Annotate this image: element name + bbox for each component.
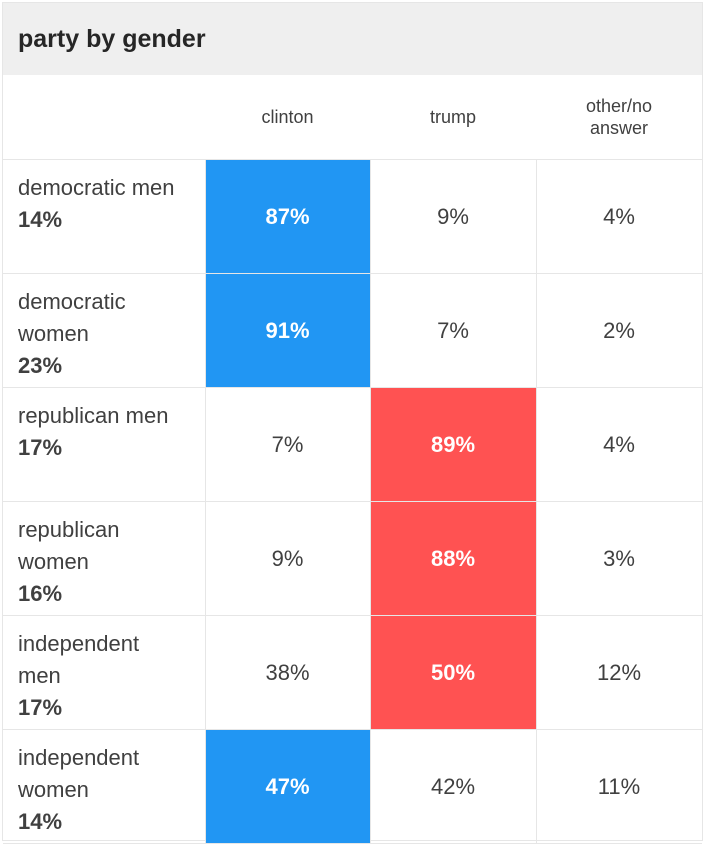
- row-group-share: 17%: [18, 695, 63, 720]
- row-group-share: 17%: [18, 435, 63, 460]
- value-cell-clinton: 38%: [265, 659, 310, 685]
- column-divider: [370, 502, 371, 615]
- column-divider: [205, 274, 206, 387]
- table-row: democratic women 23% 91% 7% 2%: [3, 274, 702, 388]
- table-row: republican women 16% 9% 88% 3%: [3, 502, 702, 616]
- value-cell-trump: 89%: [370, 388, 536, 501]
- row-label: republican men 17%: [18, 400, 198, 464]
- row-group-share: 16%: [18, 581, 63, 606]
- value-cell-clinton: 91%: [205, 274, 370, 387]
- value-cell-clinton: 7%: [271, 431, 304, 457]
- row-group-share: 14%: [18, 207, 63, 232]
- row-group-share: 14%: [18, 809, 63, 834]
- row-group-name: independent women: [18, 745, 140, 802]
- row-label: independent men 17%: [18, 628, 198, 724]
- chart-title: party by gender: [18, 24, 206, 53]
- row-label: democratic women 23%: [18, 286, 198, 382]
- column-divider: [536, 274, 537, 387]
- value-cell-other-no-answer: 12%: [596, 659, 642, 685]
- value-cell-trump: 9%: [437, 203, 469, 229]
- value-cell-other-no-answer: 2%: [603, 317, 635, 343]
- column-divider: [370, 274, 371, 387]
- column-divider: [205, 730, 206, 843]
- value-cell-clinton: 9%: [271, 545, 304, 571]
- value-cell-trump: 7%: [437, 317, 469, 343]
- column-divider: [205, 616, 206, 729]
- column-header-other-label: other/no answer: [585, 96, 653, 138]
- column-divider: [205, 388, 206, 501]
- column-divider: [536, 616, 537, 729]
- row-group-name: republican men: [18, 403, 169, 428]
- row-group-name: democratic men: [18, 175, 175, 200]
- row-group-name: independent men: [18, 631, 140, 688]
- column-header-clinton: clinton: [261, 107, 314, 127]
- value-cell-clinton: 87%: [205, 160, 370, 273]
- column-header-trump: trump: [429, 107, 476, 127]
- row-label: independent women 14%: [18, 742, 198, 838]
- column-divider: [370, 730, 371, 843]
- column-divider: [205, 160, 206, 273]
- value-cell-other-no-answer: 3%: [603, 545, 635, 571]
- column-divider: [536, 160, 537, 273]
- column-header-row: clinton trump other/no answer: [3, 75, 702, 160]
- row-label: republican women 16%: [18, 514, 198, 610]
- title-bar: party by gender: [3, 3, 702, 75]
- row-group-share: 23%: [18, 353, 63, 378]
- value-cell-trump: 42%: [430, 773, 476, 799]
- table-row: independent women 14% 47% 42% 11%: [3, 730, 702, 844]
- table-row: democratic men 14% 87% 9% 4%: [3, 160, 702, 274]
- value-cell-other-no-answer: 11%: [597, 773, 641, 799]
- column-divider: [370, 616, 371, 729]
- table-row: republican men 17% 7% 89% 4%: [3, 388, 702, 502]
- column-divider: [370, 388, 371, 501]
- value-cell-clinton: 47%: [205, 730, 370, 843]
- table-row: independent men 17% 38% 50% 12%: [3, 616, 702, 730]
- column-divider: [536, 502, 537, 615]
- column-divider: [205, 502, 206, 615]
- column-divider: [370, 160, 371, 273]
- value-cell-other-no-answer: 4%: [603, 203, 635, 229]
- column-divider: [536, 388, 537, 501]
- value-cell-other-no-answer: 4%: [603, 431, 635, 457]
- column-header-other: other/no answer: [536, 75, 702, 159]
- column-divider: [536, 730, 537, 843]
- row-group-name: democratic women: [18, 289, 126, 346]
- row-group-name: republican women: [18, 517, 120, 574]
- value-cell-trump: 50%: [370, 616, 536, 729]
- value-cell-trump: 88%: [370, 502, 536, 615]
- row-label: democratic men 14%: [18, 172, 198, 236]
